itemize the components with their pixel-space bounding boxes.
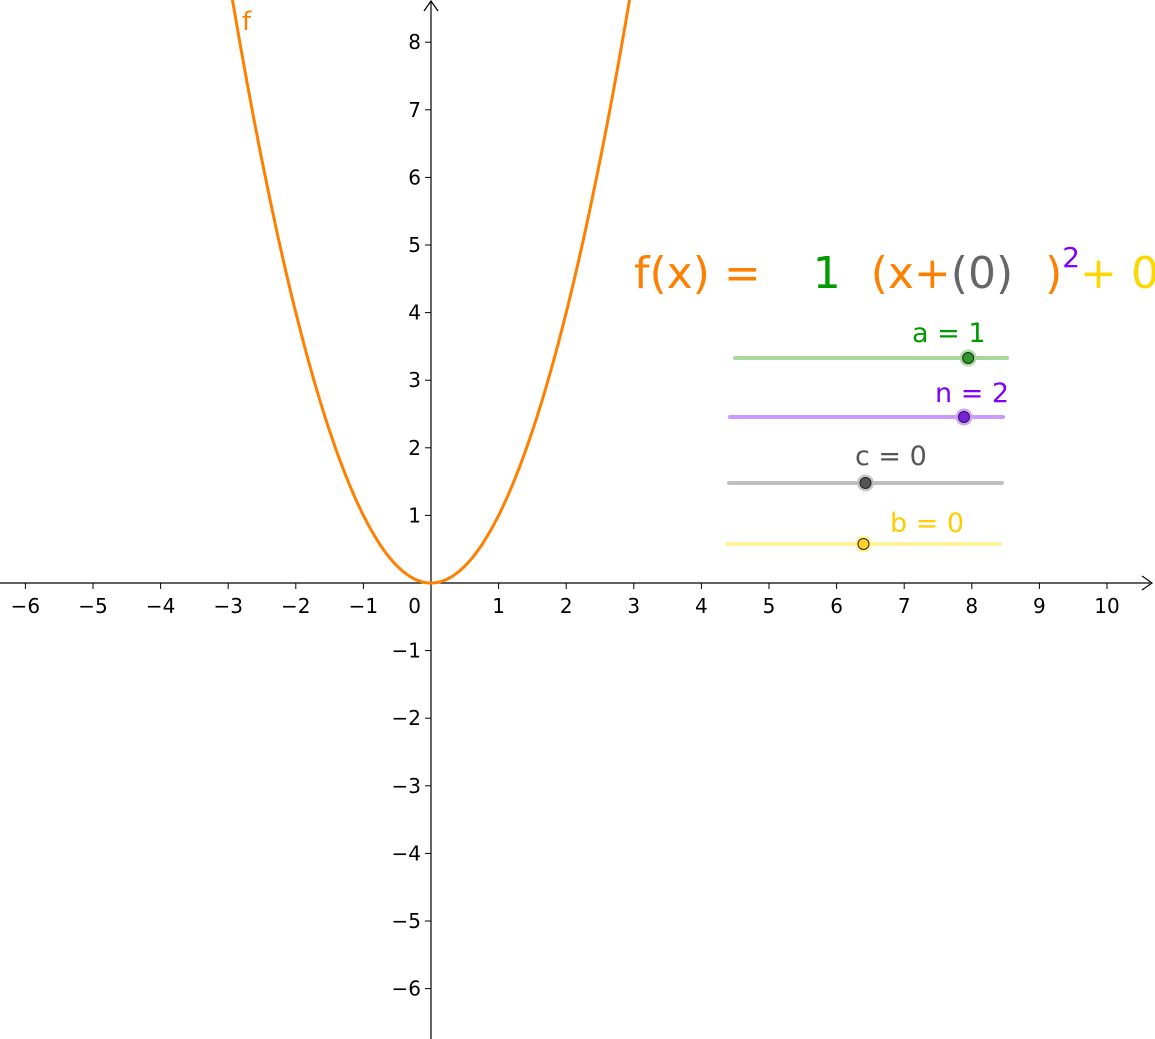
slider-b-label: b = 0 (890, 508, 965, 539)
formula-c-part: (0) (950, 248, 1014, 299)
y-tick-label: −2 (392, 706, 421, 730)
slider-b-knob[interactable] (857, 538, 870, 550)
axis-ticks: −6 −5 −4 −3 −2 −1 1 2 3 4 5 6 7 8 9 1012345678−1−2−3−4−… (11, 30, 1120, 1000)
function-formula: f(x) = 1 (x+(0) )2+ 0 (634, 244, 1155, 304)
x-tick-label: 1 (492, 594, 505, 618)
y-axis-arrow (423, 0, 439, 12)
slider-c-label: c = 0 (855, 441, 927, 472)
origin-label: 0 (408, 594, 421, 618)
slider-a-knob[interactable] (962, 352, 975, 364)
x-tick-label: 3 (627, 594, 640, 618)
y-tick-label: 6 (408, 165, 421, 189)
formula-open-paren: ( (870, 248, 888, 299)
y-tick-label: −3 (392, 774, 421, 798)
function-f-curve[interactable] (215, 0, 646, 585)
slider-n[interactable] (728, 408, 1005, 426)
slider-b[interactable] (725, 535, 1002, 553)
y-tick-label: 7 (408, 98, 421, 122)
x-tick-label: 6 (830, 594, 843, 618)
function-f-label[interactable]: f (242, 7, 252, 37)
y-tick-label: 5 (408, 233, 421, 257)
y-tick-label: 1 (408, 503, 421, 527)
y-tick-label: −1 (392, 639, 421, 663)
slider-n-label: n = 2 (935, 378, 1010, 409)
x-tick-label: −3 (213, 594, 242, 618)
x-tick-label: −5 (78, 594, 107, 618)
slider-a-label: a = 1 (912, 318, 986, 349)
formula-lhs: f(x) = (634, 248, 761, 299)
x-axis-arrow (1141, 575, 1154, 591)
x-tick-label: 8 (965, 594, 978, 618)
x-tick-label: −4 (146, 594, 175, 618)
formula-exponent: 2 (1062, 241, 1081, 274)
x-tick-label: 2 (560, 594, 573, 618)
x-tick-label: 10 (1094, 594, 1119, 618)
y-tick-label: −5 (392, 909, 421, 933)
y-tick-label: −4 (392, 841, 421, 865)
x-tick-label: −6 (11, 594, 40, 618)
y-tick-label: 8 (408, 30, 421, 54)
x-tick-label: −2 (281, 594, 310, 618)
formula-x-plus: x+ (887, 248, 951, 299)
y-tick-label: 3 (408, 368, 421, 392)
x-tick-label: 9 (1033, 594, 1046, 618)
formula-close-paren: ) (1045, 248, 1063, 299)
slider-n-knob[interactable] (958, 411, 970, 423)
x-tick-label: 4 (695, 594, 708, 618)
y-tick-label: 4 (408, 301, 421, 325)
sliders[interactable] (725, 349, 1009, 553)
slider-c[interactable] (727, 474, 1004, 492)
slider-c-knob[interactable] (859, 477, 872, 489)
formula-a-value: 1 (812, 248, 841, 299)
y-tick-label: 2 (408, 436, 421, 460)
x-tick-label: −1 (349, 594, 378, 618)
formula-plus-b: + 0 (1080, 248, 1155, 299)
x-tick-label: 7 (898, 594, 911, 618)
x-tick-label: 5 (763, 594, 776, 618)
y-tick-label: −6 (392, 977, 421, 1001)
slider-a[interactable] (733, 349, 1009, 367)
